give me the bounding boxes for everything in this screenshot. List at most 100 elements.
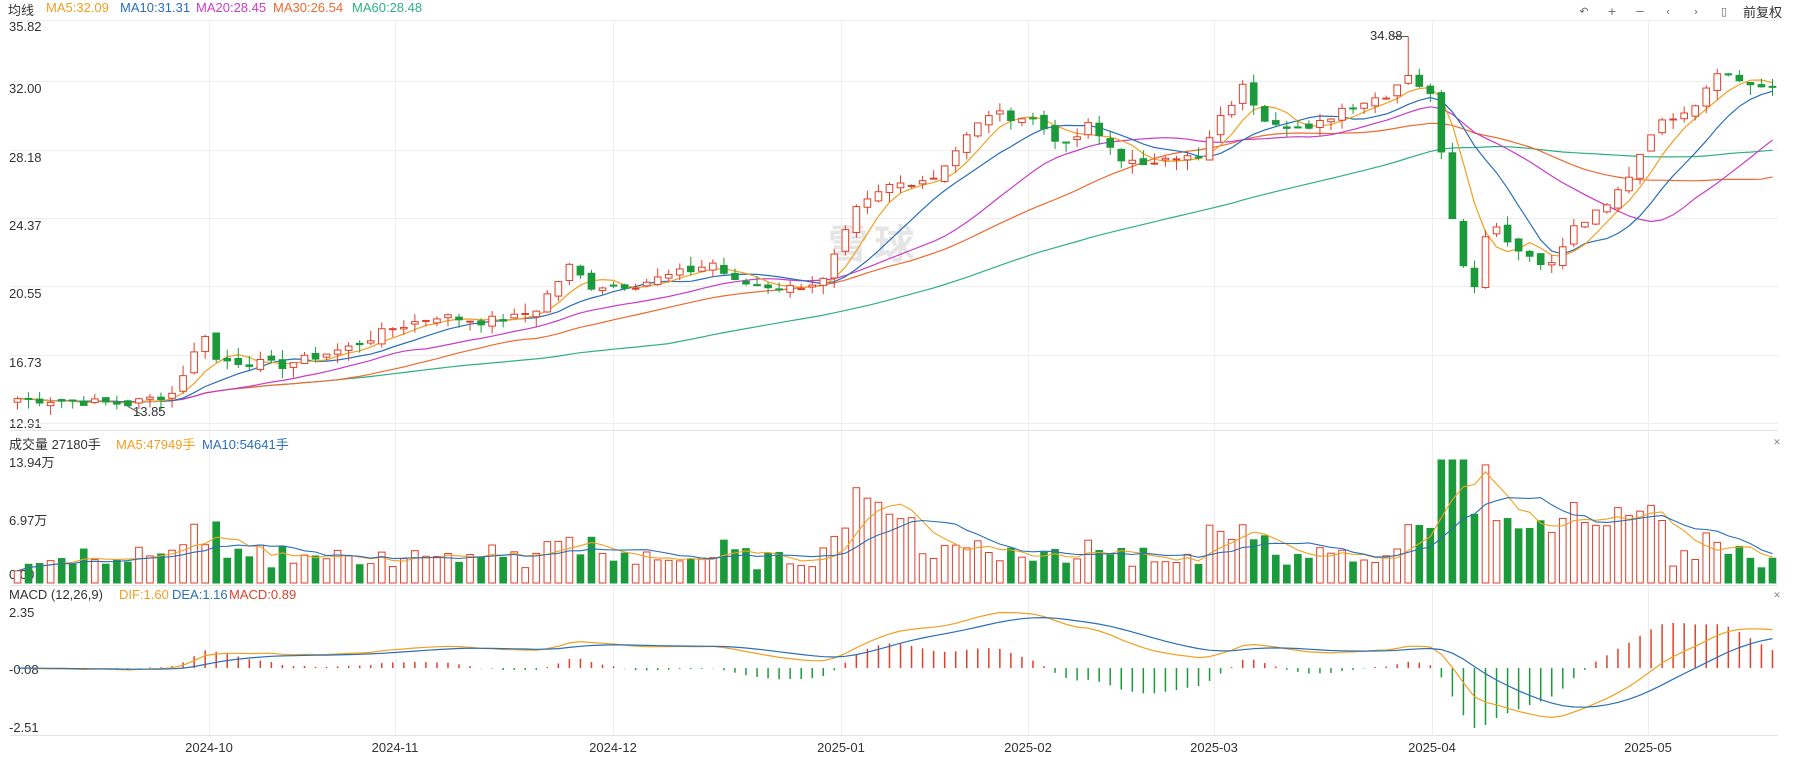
volume-bar xyxy=(1194,563,1203,584)
candle-body xyxy=(841,229,850,252)
candle-body xyxy=(731,272,739,280)
volume-bar xyxy=(1614,507,1622,584)
candle-body xyxy=(256,359,265,370)
candle-body xyxy=(1051,125,1059,142)
volume-bar xyxy=(1073,558,1081,584)
volume-title: 成交量 27180手 xyxy=(9,437,101,452)
volume-bar xyxy=(885,513,894,584)
zoom-in-icon[interactable]: + xyxy=(1607,5,1617,18)
volume-bar xyxy=(46,560,55,584)
candle-body xyxy=(885,183,894,194)
undo-icon[interactable]: ↶ xyxy=(1579,5,1589,18)
volume-bar xyxy=(1150,561,1159,584)
candle-body xyxy=(1194,156,1203,159)
candle-body xyxy=(631,287,640,290)
candle-body xyxy=(1327,118,1335,123)
volume-bar xyxy=(422,555,430,584)
ma10-legend: MA10:31.31 xyxy=(120,0,191,15)
volume-bar xyxy=(753,569,761,584)
zoom-out-icon[interactable]: − xyxy=(1635,5,1645,18)
volume-ma10-line xyxy=(17,497,1773,572)
ma30-legend: MA30:26.54 xyxy=(273,0,344,15)
volume-bar xyxy=(377,551,386,584)
candle-body xyxy=(1647,134,1655,152)
volume-bar xyxy=(366,563,375,584)
volume-bar xyxy=(587,536,596,584)
candle-body xyxy=(786,285,794,293)
candle-body xyxy=(1106,138,1115,148)
candle-body xyxy=(1360,102,1368,109)
macd-dea-legend: DEA:1.16 xyxy=(172,587,228,602)
candle-body xyxy=(830,253,839,279)
chevron-right-icon[interactable]: › xyxy=(1693,5,1699,18)
volume-bar xyxy=(1481,464,1490,584)
volume-bar xyxy=(79,548,88,584)
candle-body xyxy=(1536,253,1545,265)
volume-bar xyxy=(554,540,563,584)
volume-bar xyxy=(918,553,927,584)
candle-body xyxy=(212,332,221,360)
candle-body xyxy=(1128,159,1137,164)
volume-bar xyxy=(940,544,949,584)
volume-bar xyxy=(1492,520,1501,584)
adjust-mode-button[interactable]: 前复权 xyxy=(1742,5,1782,20)
candle-body xyxy=(1448,152,1457,220)
candle-body xyxy=(223,357,232,362)
volume-bar xyxy=(620,552,629,584)
candle-body xyxy=(79,400,88,406)
price-tick: 35.82 xyxy=(9,19,42,34)
candle-body xyxy=(1161,157,1170,161)
volume-bar xyxy=(1581,522,1589,584)
candle-body xyxy=(1481,236,1490,288)
volume-bar xyxy=(444,552,452,584)
candle-body xyxy=(35,398,44,404)
candle-body xyxy=(1470,267,1479,288)
volume-bar xyxy=(1459,459,1468,584)
candle-body xyxy=(675,268,684,276)
macd-tick: 2.35 xyxy=(9,605,35,620)
candle-body xyxy=(554,281,563,297)
volume-bar xyxy=(433,555,441,584)
x-tick-label: 2024-11 xyxy=(371,740,419,755)
close-volume-icon[interactable]: ✕ xyxy=(1773,438,1781,448)
chevron-left-icon[interactable]: ‹ xyxy=(1665,5,1671,18)
volume-bar xyxy=(1404,524,1413,584)
candle-body xyxy=(951,150,960,167)
price-tick: 28.18 xyxy=(9,150,42,165)
candle-body xyxy=(135,398,143,404)
candle-body xyxy=(1238,83,1247,104)
volume-ma5-legend: MA5:47949手 xyxy=(116,437,196,452)
volume-bar xyxy=(1271,554,1280,584)
close-macd-icon[interactable]: ✕ xyxy=(1773,591,1781,601)
volume-bar xyxy=(146,555,154,584)
candle-body xyxy=(388,328,397,331)
volume-bar xyxy=(664,559,673,584)
candle-body xyxy=(179,375,187,392)
candle-body xyxy=(124,400,132,407)
candle-body xyxy=(1592,209,1600,225)
candle-body xyxy=(996,110,1004,115)
volume-bar xyxy=(1117,548,1126,584)
volume-bar xyxy=(57,558,66,584)
candle-body xyxy=(874,191,883,202)
pause-icon[interactable]: ▯ xyxy=(1720,5,1728,18)
volume-bar xyxy=(388,566,397,584)
candle-body xyxy=(929,177,938,180)
volume-tick: 13.94万 xyxy=(9,455,55,470)
candle-body xyxy=(355,342,364,346)
candle-body xyxy=(1735,74,1744,82)
volume-bar xyxy=(1592,524,1600,584)
volume-bar xyxy=(1051,548,1059,584)
candle-body xyxy=(1040,114,1048,130)
candle-body xyxy=(1757,84,1766,88)
candle-body xyxy=(1271,120,1280,125)
candle-body xyxy=(896,182,905,189)
candle-body xyxy=(1205,137,1214,161)
candle-body xyxy=(1459,220,1468,267)
candle-body xyxy=(444,314,452,319)
volume-bar xyxy=(510,551,519,584)
candle-body xyxy=(985,115,993,126)
volume-bar xyxy=(1327,552,1335,584)
volume-bar xyxy=(190,523,198,584)
